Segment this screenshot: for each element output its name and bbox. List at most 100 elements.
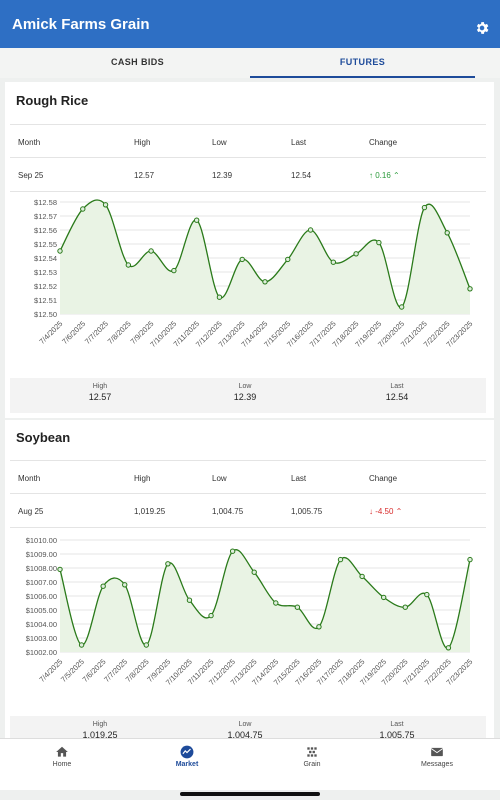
- data-point[interactable]: [193, 217, 200, 223]
- tab-futures[interactable]: FUTURES: [250, 48, 475, 78]
- data-point[interactable]: [100, 583, 106, 589]
- data-point[interactable]: [208, 612, 214, 619]
- summary-value: 12.39: [233, 392, 257, 402]
- summary-value: 1,005.75: [379, 730, 415, 740]
- data-point[interactable]: [57, 566, 63, 573]
- data-point[interactable]: [359, 573, 365, 580]
- summary-last: Last 12.54: [337, 383, 457, 402]
- data-point[interactable]: [273, 600, 279, 606]
- data-point[interactable]: [444, 230, 450, 236]
- data-point[interactable]: [186, 597, 193, 603]
- nav-label: Market: [175, 761, 199, 768]
- app-bar: Amick Farms Grain: [0, 0, 500, 48]
- cell-low: 12.39: [212, 171, 233, 180]
- data-point[interactable]: [445, 645, 452, 651]
- y-tick-label: $12.56: [34, 226, 57, 235]
- y-tick-label: $1008.00: [26, 564, 57, 573]
- summary-value: 12.57: [88, 392, 112, 402]
- y-tick-label: $12.50: [34, 310, 57, 319]
- header-last: Last: [291, 474, 307, 483]
- cell-last: 1,005.75: [291, 507, 323, 516]
- summary-value: 1,004.75: [227, 730, 263, 740]
- data-point[interactable]: [307, 227, 314, 233]
- data-point[interactable]: [122, 582, 128, 588]
- tab-cash-bids[interactable]: CASH BIDS: [110, 57, 165, 67]
- rough-rice-chart: $12.50 $12.51 $12.52 $12.53 $12.54 $12.55 $12.…: [34, 198, 474, 349]
- data-point[interactable]: [285, 256, 291, 263]
- summary-high: High 12.57: [40, 383, 160, 402]
- cell-last: 12.54: [291, 171, 312, 180]
- nav-market[interactable]: Market: [137, 745, 237, 768]
- summary-value: 1,019.25: [82, 730, 118, 740]
- data-point[interactable]: [353, 251, 359, 257]
- data-point[interactable]: [57, 248, 63, 254]
- summary-bar: High 12.57 Low 12.39 Last 12.54: [10, 378, 486, 413]
- grain-icon: [307, 747, 317, 757]
- summary-label: High: [92, 721, 108, 728]
- nav-label: Grain: [303, 761, 321, 768]
- data-point[interactable]: [171, 267, 177, 274]
- data-point[interactable]: [398, 304, 405, 310]
- summary-low: Low 1,004.75: [185, 721, 305, 740]
- tab-bar: CASH BIDS FUTURES: [0, 48, 500, 78]
- data-point[interactable]: [337, 556, 344, 563]
- data-point[interactable]: [294, 604, 301, 610]
- header-change: Change: [369, 474, 398, 483]
- header-low: Low: [212, 474, 227, 483]
- x-tick-label: 7/6/2025: [60, 319, 87, 346]
- data-point[interactable]: [262, 279, 268, 285]
- home-icon: [56, 746, 68, 757]
- data-point[interactable]: [239, 256, 245, 263]
- header-month: Month: [18, 138, 41, 147]
- nav-home[interactable]: Home: [12, 745, 112, 768]
- summary-label: Last: [390, 383, 404, 390]
- summary-value: 12.54: [385, 392, 409, 402]
- data-point[interactable]: [467, 556, 473, 563]
- table-row[interactable]: Sep 25 12.57 12.39 12.54 ↑ 0.16 ⌃: [10, 158, 486, 192]
- data-point[interactable]: [143, 642, 150, 648]
- summary-label: Low: [238, 383, 252, 390]
- header-high: High: [134, 474, 151, 483]
- nav-messages[interactable]: Messages: [387, 745, 487, 768]
- data-point[interactable]: [148, 248, 154, 254]
- nav-grain[interactable]: Grain: [262, 745, 362, 768]
- data-point[interactable]: [380, 594, 387, 601]
- y-tick-label: $12.57: [34, 212, 57, 221]
- cell-change[interactable]: ↓ -4.50 ⌃: [369, 507, 403, 516]
- header-month: Month: [18, 474, 41, 483]
- data-point[interactable]: [216, 294, 223, 300]
- rough-rice-card: Rough Rice Month High Low Last Change Se…: [5, 82, 494, 418]
- y-tick-label: $12.51: [34, 296, 57, 305]
- data-point[interactable]: [125, 262, 132, 268]
- data-point[interactable]: [80, 206, 86, 212]
- y-tick-label: $12.58: [34, 198, 57, 207]
- cell-high: 12.57: [134, 171, 155, 180]
- table-row[interactable]: Aug 25 1,019.25 1,004.75 1,005.75 ↓ -4.5…: [10, 494, 486, 528]
- soybean-chart: $1002.00 $1003.00 $1004.00 $1005.00 $1006.00…: [26, 536, 475, 687]
- y-tick-label: $1002.00: [26, 648, 57, 657]
- data-point[interactable]: [376, 239, 382, 246]
- data-point[interactable]: [330, 259, 337, 265]
- cell-low: 1,004.75: [212, 507, 244, 516]
- data-point[interactable]: [316, 624, 322, 630]
- cell-change[interactable]: ↑ 0.16 ⌃: [369, 171, 400, 180]
- data-point[interactable]: [165, 561, 171, 567]
- header-change: Change: [369, 138, 398, 147]
- data-point[interactable]: [229, 548, 236, 554]
- series-area: [60, 549, 470, 652]
- data-point[interactable]: [424, 591, 430, 598]
- summary-low: Low 12.39: [185, 383, 305, 402]
- x-tick-label: 7/4/2025: [37, 319, 64, 346]
- gear-icon[interactable]: [474, 20, 490, 36]
- card-title: Rough Rice: [16, 93, 89, 108]
- data-point[interactable]: [251, 569, 257, 575]
- y-tick-label: $1004.00: [26, 620, 57, 629]
- data-point[interactable]: [78, 642, 85, 648]
- data-point[interactable]: [402, 604, 408, 610]
- data-point[interactable]: [467, 286, 473, 292]
- summary-last: Last 1,005.75: [337, 721, 457, 740]
- summary-label: High: [92, 383, 108, 390]
- data-point[interactable]: [102, 202, 109, 208]
- data-point[interactable]: [421, 204, 428, 211]
- cell-high: 1,019.25: [134, 507, 166, 516]
